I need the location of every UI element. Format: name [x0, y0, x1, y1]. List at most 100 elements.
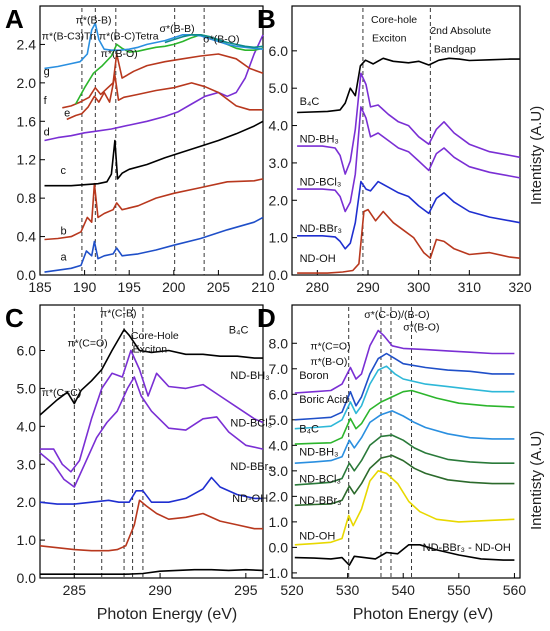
- series-line-d: [44, 34, 264, 142]
- series-label: ND-OH: [232, 493, 268, 505]
- series-label: f: [44, 95, 48, 107]
- y-tick-label: 6.0: [269, 386, 289, 402]
- series-line-boric-acid-2: [294, 365, 515, 430]
- y-axis-label-top: Intentisty (A.U): [528, 105, 545, 205]
- y-tick-label: 2.0: [269, 192, 289, 208]
- plot-frame: [291, 5, 521, 276]
- x-tick-label: 205: [207, 279, 231, 295]
- x-tick-label: 195: [118, 279, 142, 295]
- series-line-baseline: [40, 568, 264, 575]
- series-line-nd-bbr: [39, 476, 263, 505]
- series-label: ND-OH: [299, 531, 335, 543]
- series-label: B₄C: [299, 424, 319, 436]
- annotation: π*(B-C3)Tri: [42, 31, 96, 43]
- x-tick-label: 295: [234, 582, 258, 598]
- series-label: B₄C: [300, 96, 320, 108]
- series-label: ND-OH: [300, 253, 336, 265]
- x-tick-label: 530: [336, 582, 360, 598]
- series-line-b-c: [39, 328, 263, 416]
- annotation: σ*(B-O): [403, 322, 439, 334]
- series-line-nd-bcl: [297, 106, 521, 213]
- annotation: σ*(B-B): [160, 23, 195, 35]
- panel-D: D 520 530 540 550 560 -1.0 0.0 1.0 2.0 3.0 4.0 5.0 6.…: [257, 303, 526, 598]
- annotation: Exciton: [133, 343, 168, 355]
- annotation: π*(C=O): [67, 338, 107, 350]
- series-label: g: [44, 66, 50, 78]
- annotation: π*(C=O): [310, 341, 350, 353]
- series-label: ND-BCl₃: [300, 176, 342, 188]
- series-label: ND-BBr₃: [230, 461, 272, 473]
- series-label: ND-BCl₃: [230, 417, 272, 429]
- series-line-boric-acid: [294, 352, 515, 421]
- series-line-b: [44, 178, 264, 241]
- y-tick-label: 0.4: [17, 229, 37, 245]
- series-line-g: [44, 22, 264, 70]
- series-line-nd-bh: [294, 410, 515, 464]
- annotation: σ*(C-O)/(B-O): [364, 309, 429, 321]
- series-label: c: [61, 165, 67, 177]
- panel-A: A 185 190 195 200 205 210 0.0 0.4 0.8 1.2 1.6 2.0 2.4…: [5, 4, 275, 295]
- series-label: ND-BH₃: [299, 447, 338, 459]
- panel-C: C 285 290 295 0.0 1.0 2.0 3.0 4.0 5.0 6.0 B₄C ND-BH₃…: [5, 303, 273, 598]
- x-tick-label: 285: [63, 582, 87, 598]
- series-line-b-c: [294, 389, 515, 445]
- series-line-b-c: [297, 57, 520, 114]
- series-label: ND-BH₃: [300, 133, 339, 145]
- series-line-nd-oh: [39, 499, 263, 552]
- y-tick-label: 0.0: [17, 570, 37, 586]
- y-tick-label: 5.0: [269, 80, 289, 96]
- y-tick-label: 4.0: [269, 437, 289, 453]
- series-label: ND-BCl₃: [299, 473, 341, 485]
- annotation: π*(B-B): [76, 14, 112, 26]
- series-line-nd-bbr: [294, 454, 515, 507]
- y-tick-label: 1.0: [17, 532, 37, 548]
- series-line-nd-bcl: [294, 434, 515, 486]
- y-tick-label: 0.0: [269, 267, 289, 283]
- series-line-f: [62, 53, 264, 109]
- series-line-a: [44, 216, 264, 273]
- series-label: Boric Acid: [299, 394, 348, 406]
- series-line-nd-bcl: [39, 376, 264, 488]
- x-tick-label: 300: [407, 279, 431, 295]
- series-line-nd-oh: [294, 470, 515, 546]
- y-tick-label: 4.0: [269, 118, 289, 134]
- y-tick-label: 2.4: [17, 36, 37, 52]
- y-tick-label: 5.0: [269, 412, 289, 428]
- x-tick-label: 290: [148, 582, 172, 598]
- y-tick-label: 0.8: [17, 190, 37, 206]
- series-line-e: [66, 74, 263, 121]
- annotation: Bandgap: [434, 44, 476, 56]
- annotation: π*(B-O): [101, 48, 138, 60]
- series-label: e: [64, 107, 70, 119]
- series-label: a: [61, 252, 68, 264]
- series-label: B₄C: [229, 324, 249, 336]
- plot-frame: [291, 304, 521, 579]
- y-tick-label: 8.0: [269, 335, 289, 351]
- series-label: ND-BBr₃: [299, 495, 341, 507]
- y-tick-label: -1.0: [264, 565, 288, 581]
- plot-frame: [39, 304, 264, 579]
- series-line-boron: [294, 329, 515, 394]
- x-tick-label: 540: [392, 582, 416, 598]
- y-tick-label: 6.0: [17, 343, 37, 359]
- x-tick-label: 200: [162, 279, 186, 295]
- series-label: Boron: [299, 370, 328, 382]
- x-tick-label: 210: [251, 279, 275, 295]
- series-line-c: [44, 120, 264, 187]
- y-tick-label: 1.0: [269, 514, 289, 530]
- series-line-teal: [164, 34, 264, 49]
- annotation: Core-Hole: [131, 330, 179, 342]
- y-tick-label: 2.0: [17, 494, 37, 510]
- series-label: ND-BBr₃ - ND-OH: [423, 542, 511, 554]
- y-tick-label: 3.0: [269, 155, 289, 171]
- series-label: ND-BBr₃: [300, 223, 342, 235]
- y-tick-label: 1.6: [17, 113, 37, 129]
- y-tick-label: 2.0: [269, 488, 289, 504]
- series-label: ND-BH₃: [230, 370, 269, 382]
- x-axis-label-right: Photon Energy (eV): [352, 606, 494, 623]
- annotation: σ*(B-O): [203, 34, 239, 46]
- series-label: b: [61, 226, 67, 238]
- y-tick-label: 5.0: [17, 380, 37, 396]
- annotation: π*(C-B): [100, 307, 136, 319]
